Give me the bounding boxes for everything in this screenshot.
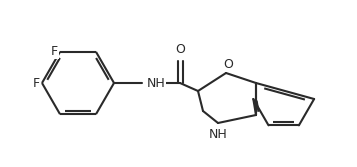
- Text: F: F: [51, 45, 58, 58]
- Text: F: F: [33, 76, 40, 90]
- Text: NH: NH: [147, 76, 166, 90]
- Text: NH: NH: [208, 128, 227, 141]
- Text: O: O: [175, 43, 185, 56]
- Text: O: O: [223, 58, 233, 71]
